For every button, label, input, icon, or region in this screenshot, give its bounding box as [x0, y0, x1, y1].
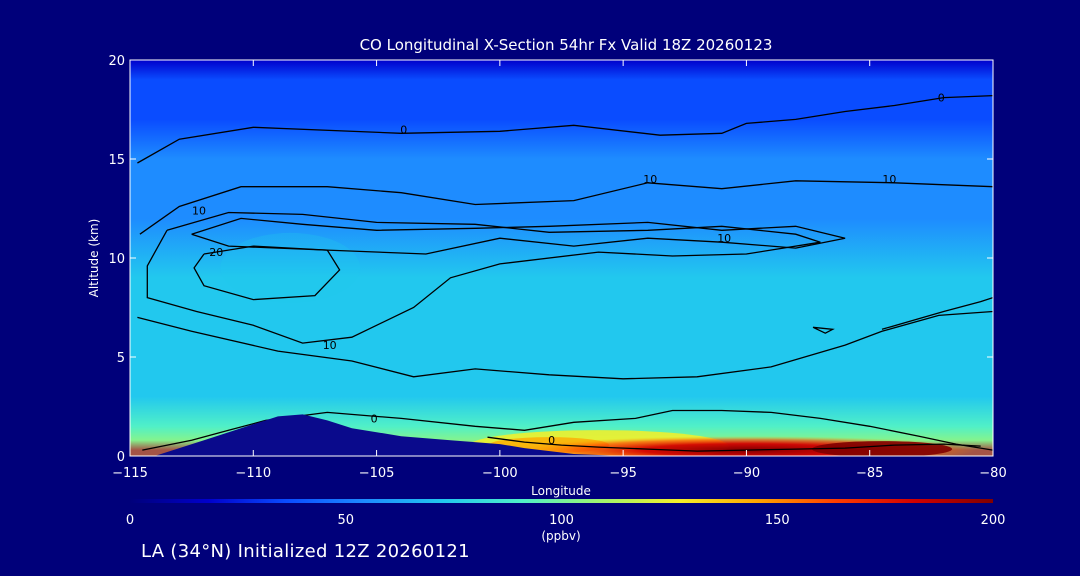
- x-tick-label: −85: [856, 466, 883, 481]
- colorbar-ticks: 0 50 100 150 200: [126, 513, 1006, 528]
- colorbar-tick-label: 150: [765, 513, 790, 528]
- contour-label-5: 10: [717, 232, 731, 245]
- contour-label-6: 10: [323, 339, 337, 352]
- footer-caption: LA (34°N) Initialized 12Z 20260121: [141, 541, 470, 562]
- plot-area: 0 0 10 10 10 10 10 20 0 0: [130, 60, 993, 456]
- contour-inner-20: [193, 245, 341, 301]
- y-axis-label: Altitude (km): [87, 219, 101, 298]
- y-axis: 0 5 10 15 20: [108, 54, 993, 465]
- x-tick-label: −105: [359, 466, 395, 481]
- x-tick-label: −100: [482, 466, 518, 481]
- contour-lines: [137, 94, 993, 452]
- y-tick-label: 5: [117, 351, 125, 366]
- contour-upper-10: [139, 180, 993, 235]
- colorbar-tick-label: 100: [549, 513, 574, 528]
- contour-upper-0: [137, 94, 993, 164]
- contour-label-1: 0: [938, 92, 945, 105]
- contour-lower-10: [137, 310, 993, 380]
- x-tick-label: −90: [733, 466, 760, 481]
- colorbar-tick-label: 200: [981, 513, 1006, 528]
- contour-label-4: 10: [192, 204, 206, 217]
- x-tick-label: −115: [112, 466, 148, 481]
- y-tick-label: 20: [108, 54, 125, 69]
- surface-max-core-east: [812, 441, 953, 456]
- contour-labels: 0 0 10 10 10 10 10 20 0 0: [192, 92, 945, 448]
- contour-label-9: 0: [548, 434, 555, 447]
- contour-label-7: 20: [209, 246, 223, 259]
- contour-label-3: 10: [882, 173, 896, 186]
- terrain-mountains: [130, 414, 993, 456]
- contour-mid-10: [191, 217, 846, 255]
- chart-title: CO Longitudinal X-Section 54hr Fx Valid …: [360, 36, 773, 54]
- contour-outer-loop: [146, 211, 821, 344]
- contour-label-0: 0: [400, 123, 407, 136]
- colorbar-units: (ppbv): [541, 529, 580, 543]
- y-tick-label: 15: [108, 153, 125, 168]
- y-tick-label: 0: [117, 450, 125, 465]
- contour-label-2: 10: [643, 173, 657, 186]
- x-axis-label: Longitude: [531, 484, 591, 498]
- y-tick-label: 10: [108, 252, 125, 267]
- contour-boundary-0: [142, 409, 993, 451]
- colorbar: [130, 499, 993, 503]
- mid-level-max-region: [220, 232, 361, 303]
- colorbar-tick-label: 0: [126, 513, 134, 528]
- contour-label-8: 0: [371, 412, 378, 425]
- x-tick-label: −80: [979, 466, 1006, 481]
- x-tick-label: −110: [235, 466, 271, 481]
- x-axis: −115 −110 −105 −100 −95 −90 −85 −80: [112, 60, 1007, 481]
- contour-east-10: [881, 296, 993, 330]
- contour-east-lobe: [812, 326, 835, 334]
- x-tick-label: −95: [609, 466, 636, 481]
- contour-surface-0: [487, 436, 981, 452]
- upper-level-low-region: [552, 160, 793, 217]
- colorbar-tick-label: 50: [337, 513, 354, 528]
